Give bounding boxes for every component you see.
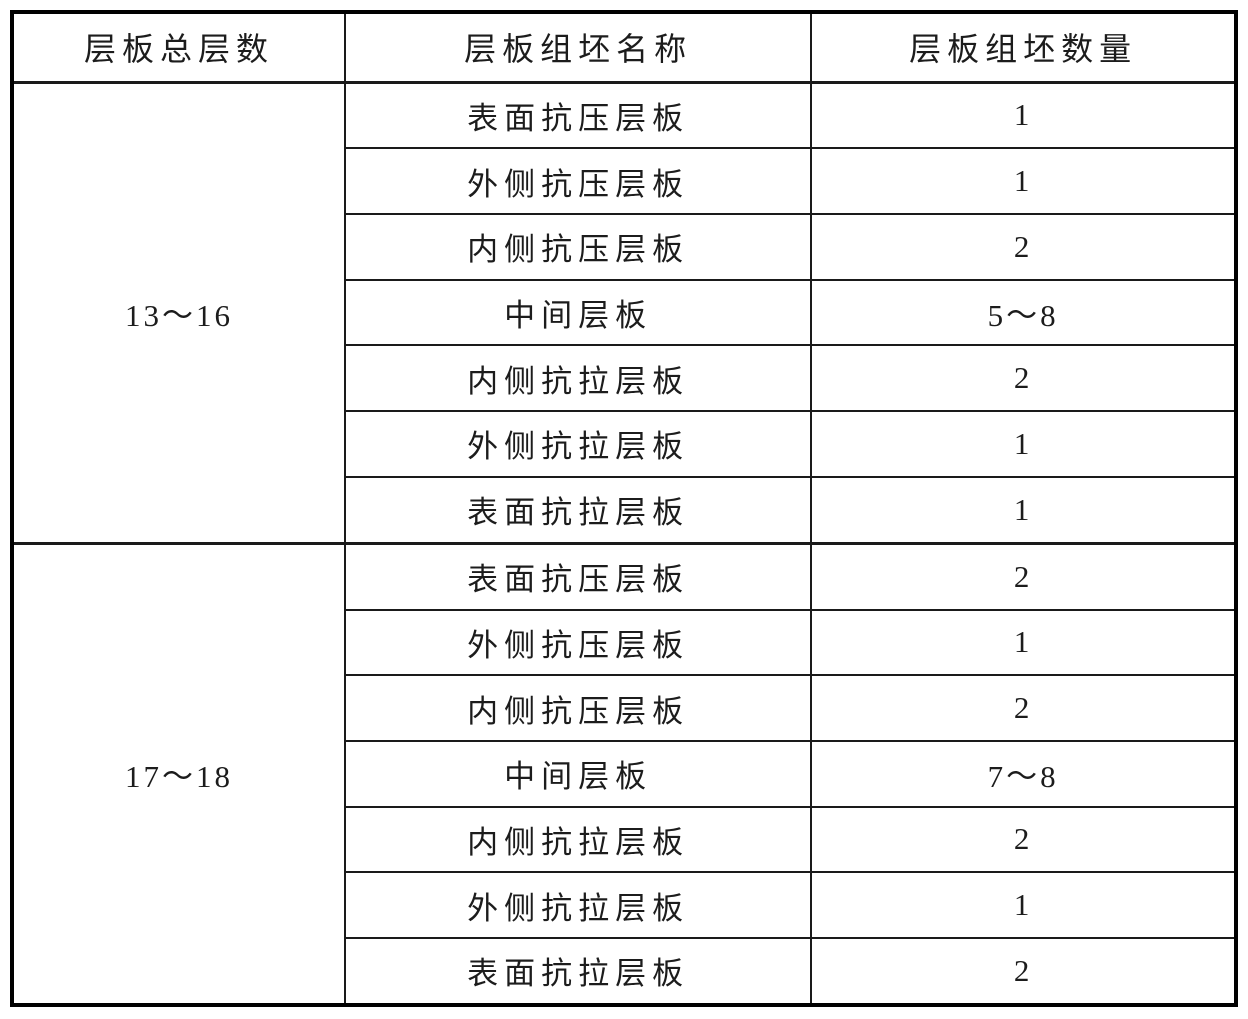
header-row: 层板总层数 层板组坯名称 层板组坯数量	[11, 11, 1237, 84]
layup-name-cell: 表面抗拉层板	[343, 936, 813, 1007]
layup-name-cell: 中间层板	[343, 739, 813, 808]
layup-qty-cell: 7～8	[810, 739, 1237, 808]
layup-name-cell: 表面抗压层板	[343, 541, 813, 611]
table-row: 外侧抗压层板 1	[12, 147, 1237, 216]
table-row: 外侧抗压层板 1	[12, 608, 1237, 677]
layup-qty-cell: 1	[810, 410, 1237, 478]
layup-name-cell: 表面抗拉层板	[343, 475, 813, 545]
layup-qty-cell: 5～8	[810, 278, 1237, 347]
layup-name-cell: 内侧抗拉层板	[343, 344, 813, 413]
layup-qty-cell: 1	[810, 871, 1237, 939]
table-row: 内侧抗拉层板 2	[12, 344, 1237, 413]
layup-qty-cell: 1	[810, 80, 1237, 150]
layup-name-cell: 内侧抗压层板	[343, 213, 813, 281]
table-row: 表面抗拉层板 1	[12, 475, 1237, 545]
layup-qty-cell: 2	[810, 936, 1237, 1007]
layup-name-cell: 内侧抗压层板	[343, 674, 813, 742]
layup-name-cell: 外侧抗压层板	[343, 147, 813, 216]
layup-name-cell: 表面抗压层板	[343, 80, 813, 150]
layup-qty-cell: 1	[810, 608, 1237, 677]
table-row: 表面抗拉层板 2	[12, 936, 1237, 1007]
total-layers-cell: 13～16	[11, 80, 346, 545]
layup-qty-cell: 2	[810, 344, 1237, 413]
layup-name-cell: 外侧抗拉层板	[343, 410, 813, 478]
layup-qty-cell: 2	[810, 805, 1237, 874]
row-group-17-18: 17～18 表面抗压层板 2 外侧抗压层板 1 内侧抗压层板 2 中间层板 7～…	[11, 541, 1237, 1007]
table-row: 17～18 表面抗压层板 2	[11, 541, 1237, 1006]
row-group-13-16: 13～16 表面抗压层板 1 外侧抗压层板 1 内侧抗压层板 2 中间层板 5～…	[11, 80, 1237, 545]
layup-qty-cell: 1	[810, 475, 1237, 545]
table-row: 中间层板 7～8	[12, 739, 1237, 808]
table-row: 内侧抗拉层板 2	[12, 805, 1237, 874]
table-header: 层板总层数 层板组坯名称 层板组坯数量	[11, 11, 1237, 84]
table-row: 外侧抗拉层板 1	[12, 410, 1237, 478]
total-layers-cell: 17～18	[11, 541, 346, 1006]
table-row: 13～16 表面抗压层板 1	[11, 80, 1237, 545]
table-row: 内侧抗压层板 2	[12, 674, 1237, 742]
col-header-layup-qty: 层板组坯数量	[810, 11, 1237, 84]
table-row: 中间层板 5～8	[12, 278, 1237, 347]
layup-name-cell: 外侧抗压层板	[343, 608, 813, 677]
layup-qty-cell: 2	[810, 674, 1237, 742]
layup-qty-cell: 2	[810, 541, 1237, 611]
laminate-layup-table: 层板总层数 层板组坯名称 层板组坯数量 13～16 表面抗压层板 1 外侧抗压层…	[10, 10, 1238, 1007]
table-row: 外侧抗拉层板 1	[12, 871, 1237, 939]
layup-qty-cell: 1	[810, 147, 1237, 216]
layup-name-cell: 外侧抗拉层板	[343, 871, 813, 939]
col-header-total-layers: 层板总层数	[11, 11, 346, 84]
layup-name-cell: 内侧抗拉层板	[343, 805, 813, 874]
col-header-layup-name: 层板组坯名称	[343, 11, 813, 84]
table-row: 内侧抗压层板 2	[12, 213, 1237, 281]
layup-qty-cell: 2	[810, 213, 1237, 281]
layup-name-cell: 中间层板	[343, 278, 813, 347]
